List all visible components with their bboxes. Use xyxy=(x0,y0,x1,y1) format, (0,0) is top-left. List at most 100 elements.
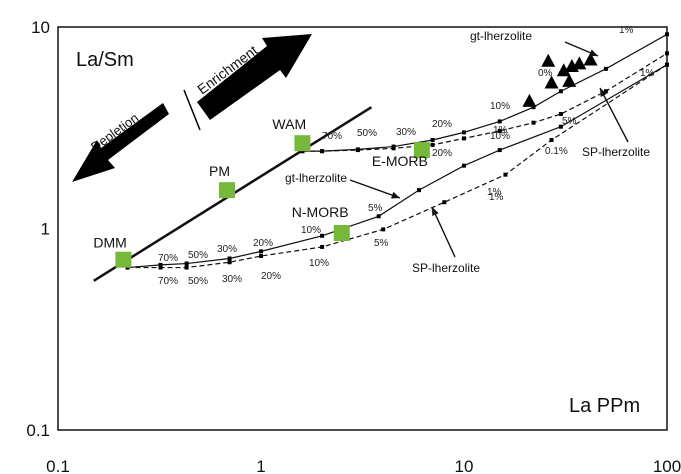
percent-label: 20% xyxy=(432,119,452,130)
series-point xyxy=(259,249,263,254)
series-point xyxy=(603,66,608,71)
curve-label: gt-lherzolite xyxy=(285,171,347,185)
reservoir-marker xyxy=(333,224,350,241)
curve-label: SP-lherzolite xyxy=(412,261,480,275)
series-point xyxy=(381,227,386,232)
percent-label: 20% xyxy=(253,238,273,249)
series-point xyxy=(430,142,435,147)
reservoir-marker xyxy=(218,182,235,199)
series-point xyxy=(497,148,502,153)
percent-label: 10% xyxy=(490,131,510,142)
percent-label: 70% xyxy=(158,276,178,287)
series-point xyxy=(158,262,163,267)
percent-label: 10% xyxy=(490,101,510,112)
pointer-arrow xyxy=(599,87,629,143)
triangle-marker xyxy=(562,73,577,87)
enrichment-divider xyxy=(183,89,201,131)
depletion-arrow xyxy=(72,103,169,182)
series-point xyxy=(391,144,396,149)
pointer-arrow xyxy=(349,179,401,199)
percent-label: 1% xyxy=(487,187,502,198)
pointer-arrowhead xyxy=(600,88,607,97)
series-point xyxy=(558,112,563,117)
pointer-arrowhead xyxy=(432,207,439,216)
series-line xyxy=(127,64,668,269)
series-point xyxy=(430,137,435,142)
triangle-marker xyxy=(583,52,598,66)
series-point xyxy=(503,172,508,177)
percent-label: 20% xyxy=(261,271,281,282)
series-point xyxy=(665,51,669,56)
reservoir-label: PM xyxy=(209,163,230,179)
percent-label: 20% xyxy=(432,148,452,159)
percent-label: 5% xyxy=(368,203,383,214)
series-point xyxy=(558,89,563,94)
series-point xyxy=(497,128,502,133)
percent-label: 50% xyxy=(188,276,208,287)
percent-label: 50% xyxy=(188,250,208,261)
series-point xyxy=(355,147,360,152)
x-tick-label: 0.1 xyxy=(46,457,70,474)
triangle-marker xyxy=(522,93,537,107)
percent-label: 30% xyxy=(222,274,242,285)
series-point xyxy=(531,105,536,110)
y-axis-title: La/Sm xyxy=(76,49,134,71)
labels-layer: DMM PM WAM E-MORB N-MORB 70% 50% 30% 20% 10% 5% 1% 7… xyxy=(93,25,654,287)
percent-label: 1% xyxy=(493,125,508,136)
series-point xyxy=(462,136,466,141)
series-point xyxy=(497,119,502,124)
percent-label: 0% xyxy=(538,68,553,79)
percent-label: 1% xyxy=(489,192,504,203)
percent-label: 70% xyxy=(158,253,178,264)
series-point xyxy=(184,261,189,266)
pointer-arrow xyxy=(431,206,456,258)
x-tick-label: 10 xyxy=(455,457,474,474)
percent-label: 10% xyxy=(309,258,329,269)
series-point xyxy=(531,120,536,125)
x-axis-title: La PPm xyxy=(569,395,640,417)
percent-label: 0.1% xyxy=(545,146,568,157)
percent-label: 5% xyxy=(374,238,389,249)
series-point xyxy=(320,244,325,249)
y-tick-label: 10 xyxy=(31,18,50,37)
percent-label: 1% xyxy=(619,25,634,36)
triangle-marker xyxy=(541,53,556,67)
triangle-marker xyxy=(556,63,571,77)
series-point xyxy=(603,89,608,94)
reservoir-label: N-MORB xyxy=(292,204,349,220)
series-point xyxy=(227,260,232,265)
series-point xyxy=(320,149,325,154)
pointer-arrowhead xyxy=(589,49,598,56)
series-point xyxy=(376,214,381,219)
pointer-arrowhead xyxy=(391,191,400,199)
series-point xyxy=(227,256,232,261)
series-layer xyxy=(125,32,669,270)
percent-label: 1% xyxy=(640,68,655,79)
series-point xyxy=(558,124,563,129)
series-point xyxy=(549,137,554,142)
curve-label: SP-lherzolite xyxy=(582,145,650,159)
percent-label: 70% xyxy=(322,131,342,142)
reservoir-label: WAM xyxy=(272,116,306,132)
series-point xyxy=(320,233,325,238)
triangle-marker xyxy=(544,75,559,89)
points-layer xyxy=(115,52,598,268)
series-point xyxy=(462,163,466,168)
series-point xyxy=(259,254,263,259)
percent-label: 5% xyxy=(562,116,577,127)
x-tick-label: 100 xyxy=(653,457,681,474)
percent-label: 30% xyxy=(396,127,416,138)
reservoir-marker xyxy=(413,142,430,159)
percent-label: 30% xyxy=(217,244,237,255)
reservoir-marker xyxy=(115,251,132,268)
reservoir-marker xyxy=(294,135,311,152)
y-tick-label: 1 xyxy=(41,220,50,239)
series-point xyxy=(184,265,189,270)
plot-frame xyxy=(57,26,668,431)
reservoir-label: DMM xyxy=(93,235,126,251)
percent-label: 50% xyxy=(357,128,377,139)
series-point xyxy=(416,188,421,193)
series-point xyxy=(665,32,669,37)
tick-labels-layer: 0.1 1 10 100 0.1 1 10 xyxy=(26,18,681,474)
